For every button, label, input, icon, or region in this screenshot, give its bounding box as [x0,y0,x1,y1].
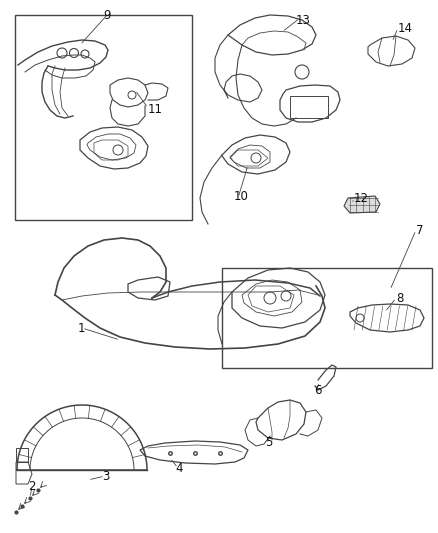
Bar [222,268,432,368]
Text: 4: 4 [175,462,183,475]
Polygon shape [344,196,380,213]
Text: 3: 3 [102,470,110,483]
Text: 12: 12 [354,192,369,205]
Text: 14: 14 [398,22,413,35]
Text: 10: 10 [234,190,249,203]
Text: 5: 5 [265,436,272,449]
Text: 6: 6 [314,384,321,397]
Text: 11: 11 [148,103,163,116]
Bar [15,15,192,220]
Text: 7: 7 [416,224,424,237]
Text: 9: 9 [103,9,110,22]
Text: 1: 1 [78,322,85,335]
Text: 13: 13 [296,14,311,27]
Bar [290,96,328,118]
Text: 2: 2 [28,480,35,493]
Text: 8: 8 [396,292,403,305]
